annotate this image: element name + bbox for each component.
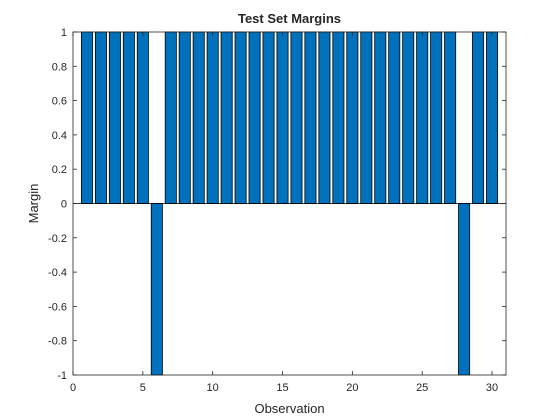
chart-title: Test Set Margins bbox=[238, 11, 341, 26]
bar-28 bbox=[458, 203, 471, 376]
y-tick-label: 0.2 bbox=[52, 164, 67, 176]
bar-4 bbox=[122, 31, 135, 204]
bar-27 bbox=[444, 31, 457, 204]
bar-16 bbox=[290, 31, 303, 204]
x-tick-label: 5 bbox=[140, 382, 146, 394]
bar-15 bbox=[276, 31, 289, 204]
x-tick-label: 25 bbox=[416, 382, 428, 394]
x-tick-label: 15 bbox=[276, 382, 288, 394]
y-tick-label: 0.4 bbox=[52, 130, 67, 142]
bar-24 bbox=[402, 31, 415, 204]
bar-21 bbox=[360, 31, 373, 204]
bar-25 bbox=[416, 31, 429, 204]
bar-1 bbox=[80, 31, 93, 204]
y-tick-label: 1 bbox=[61, 27, 67, 39]
y-tick-label: -0.8 bbox=[48, 336, 67, 348]
bar-30 bbox=[486, 31, 499, 204]
bar-23 bbox=[388, 31, 401, 204]
bar-22 bbox=[374, 31, 387, 204]
y-tick-label: -0.2 bbox=[48, 233, 67, 245]
bar-19 bbox=[332, 31, 345, 204]
x-axis-ticks: 0 5 10 15 20 25 30 bbox=[70, 32, 498, 394]
y-tick-label: -0.6 bbox=[48, 301, 67, 313]
y-tick-label: -1 bbox=[57, 370, 67, 382]
bar-2 bbox=[94, 31, 107, 204]
bar-17 bbox=[304, 31, 317, 204]
bar-8 bbox=[178, 31, 191, 204]
x-tick-label: 10 bbox=[207, 382, 219, 394]
bar-18 bbox=[318, 31, 331, 204]
bar-26 bbox=[430, 31, 443, 204]
y-tick-label: -0.4 bbox=[48, 267, 67, 279]
x-tick-label: 30 bbox=[486, 382, 498, 394]
bar-11 bbox=[220, 31, 233, 204]
bar-10 bbox=[206, 31, 219, 204]
y-tick-label: 0.8 bbox=[52, 61, 67, 73]
bar-3 bbox=[108, 31, 121, 204]
x-tick-label: 20 bbox=[346, 382, 358, 394]
y-tick-label: 0 bbox=[61, 199, 67, 211]
y-axis-ticks: 1 0.8 0.6 0.4 0.2 0 -0.2 -0.4 -0.6 -0.8 -1 bbox=[48, 27, 506, 382]
bar-5 bbox=[136, 31, 149, 204]
bar-7 bbox=[164, 31, 177, 204]
bar-20 bbox=[346, 31, 359, 204]
bar-14 bbox=[262, 31, 275, 204]
x-tick-label: 0 bbox=[70, 382, 76, 394]
bar-9 bbox=[192, 31, 205, 204]
x-axis-label: Observation bbox=[254, 401, 324, 416]
bar-12 bbox=[234, 31, 247, 204]
bar-13 bbox=[248, 31, 261, 204]
bar-6 bbox=[150, 203, 163, 376]
bar-29 bbox=[472, 31, 485, 204]
y-axis-label: Margin bbox=[26, 184, 41, 224]
y-tick-label: 0.6 bbox=[52, 96, 67, 108]
